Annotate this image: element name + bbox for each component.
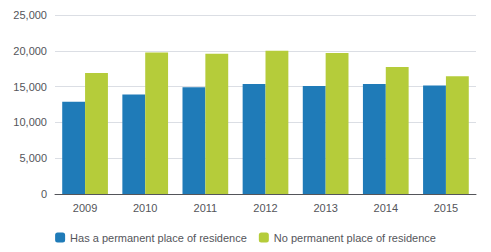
svg-text:2012: 2012 [253,202,277,214]
svg-text:5,000: 5,000 [19,152,47,164]
svg-text:20,000: 20,000 [13,45,47,57]
svg-text:10,000: 10,000 [13,116,47,128]
svg-text:2010: 2010 [133,202,157,214]
svg-text:2014: 2014 [374,202,398,214]
svg-text:Has a permanent place of resid: Has a permanent place of residence [70,232,247,244]
svg-text:2015: 2015 [434,202,458,214]
svg-text:2013: 2013 [313,202,337,214]
svg-text:No permanent place of residenc: No permanent place of residence [274,232,436,244]
svg-text:25,000: 25,000 [13,9,47,21]
svg-text:15,000: 15,000 [13,81,47,93]
svg-text:0: 0 [41,188,47,200]
svg-text:2011: 2011 [194,202,218,214]
svg-text:2009: 2009 [73,202,97,214]
